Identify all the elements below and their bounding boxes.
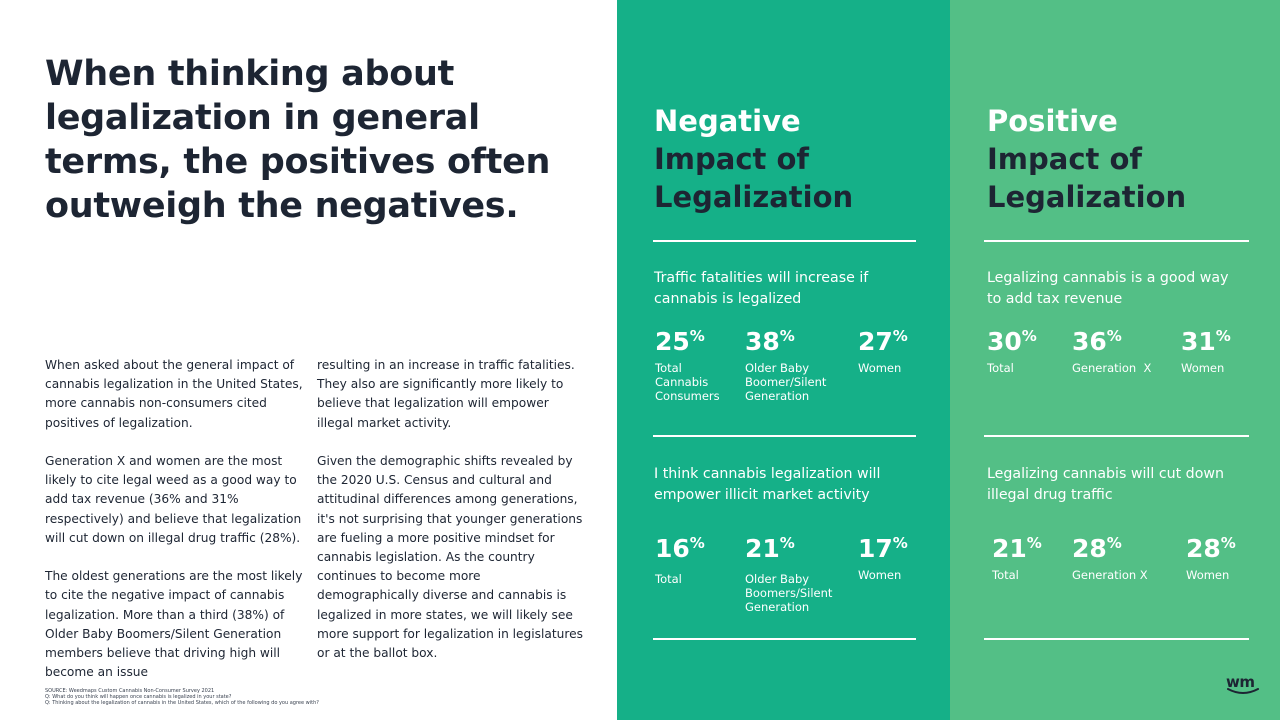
- stat-label: Generation X: [1072, 568, 1148, 582]
- stat-label: Older Baby Boomer/Silent Generation: [745, 361, 827, 403]
- body-paragraph: When asked about the general impact of c…: [45, 358, 303, 430]
- stat-block: 36% Generation X: [1072, 327, 1172, 375]
- divider: [653, 240, 916, 242]
- body-paragraph: Generation X and women are the most like…: [45, 454, 302, 545]
- panel-title-line: Negative: [654, 104, 801, 138]
- smile-icon: [1227, 688, 1259, 694]
- left-column: When thinking about legalization in gene…: [0, 0, 617, 720]
- source-line: SOURCE: Weedmaps Custom Cannabis Non-Con…: [45, 688, 215, 694]
- stat-block: 21% Total: [992, 534, 1072, 582]
- source-line: Q: Thinking about the legalization of ca…: [45, 700, 319, 706]
- body-paragraph: resulting in an increase in traffic fata…: [317, 358, 575, 430]
- stat-value: 21%: [992, 534, 1042, 563]
- stat-value: 28%: [1072, 534, 1122, 563]
- stat-label: Older Baby Boomers/Silent Generation: [745, 572, 833, 614]
- source-note: SOURCE: Weedmaps Custom Cannabis Non-Con…: [45, 688, 319, 706]
- divider: [653, 435, 916, 437]
- divider: [984, 435, 1249, 437]
- logo-text: wm: [1226, 673, 1255, 691]
- stat-value: 27%: [858, 327, 908, 356]
- stat-block: 25% Total Cannabis Consumers: [655, 327, 735, 403]
- stat-label: Total Cannabis Consumers: [655, 361, 720, 403]
- body-paragraph: The oldest generations are the most like…: [45, 569, 303, 680]
- negative-impact-panel: Negative Impact of Legalization Traffic …: [617, 0, 950, 720]
- stat-value: 30%: [987, 327, 1037, 356]
- stat-value: 28%: [1186, 534, 1236, 563]
- stat-value: 21%: [745, 534, 795, 563]
- stat-value: 36%: [1072, 327, 1122, 356]
- body-column-2: resulting in an increase in traffic fata…: [317, 356, 585, 682]
- stat-label: Generation X: [1072, 361, 1152, 375]
- stat-block: 31% Women: [1181, 327, 1261, 375]
- stat-label: Total: [655, 572, 682, 586]
- divider: [653, 638, 916, 640]
- positive-impact-panel: Positive Impact of Legalization Legalizi…: [950, 0, 1280, 720]
- body-column-1: When asked about the general impact of c…: [45, 356, 307, 702]
- stat-block: 28% Women: [1186, 534, 1266, 582]
- panel-title-line: Legalization: [987, 180, 1187, 214]
- stat-block: 17% Women: [858, 534, 938, 582]
- source-line: Q: What do you think will happen once ca…: [45, 694, 232, 700]
- negative-panel-title: Negative Impact of Legalization: [654, 102, 853, 216]
- panel-title-line: Legalization: [654, 180, 854, 214]
- stat-block: 21% Older Baby Boomers/Silent Generation: [745, 534, 845, 614]
- headline: When thinking about legalization in gene…: [45, 54, 551, 226]
- stat-value: 38%: [745, 327, 795, 356]
- stat-block: 38% Older Baby Boomer/Silent Generation: [745, 327, 845, 403]
- panel-title-line: Impact of: [987, 142, 1143, 176]
- stat-block: 28% Generation X: [1072, 534, 1172, 582]
- body-paragraph: Given the demographic shifts revealed by…: [317, 454, 583, 661]
- divider: [984, 240, 1249, 242]
- stat-value: 17%: [858, 534, 908, 563]
- negative-question-1: Traffic fatalities will increase if cann…: [654, 270, 869, 307]
- panel-title-line: Positive: [987, 104, 1118, 138]
- stat-value: 16%: [655, 534, 705, 563]
- stat-label: Women: [1181, 361, 1225, 375]
- positive-panel-title: Positive Impact of Legalization: [987, 102, 1186, 216]
- positive-question-1: Legalizing cannabis is a good way to add…: [987, 270, 1229, 307]
- stat-value: 25%: [655, 327, 705, 356]
- stat-block: 16% Total: [655, 534, 735, 586]
- divider: [984, 638, 1249, 640]
- stat-block: 30% Total: [987, 327, 1067, 375]
- stat-label: Total: [987, 361, 1014, 375]
- positive-question-2: Legalizing cannabis will cut down illega…: [987, 466, 1224, 503]
- weedmaps-logo: wm: [1226, 672, 1266, 696]
- stat-value: 31%: [1181, 327, 1231, 356]
- stat-label: Total: [992, 568, 1019, 582]
- stat-block: 27% Women: [858, 327, 938, 375]
- panel-title-line: Impact of: [654, 142, 810, 176]
- stat-label: Women: [858, 361, 902, 375]
- stat-label: Women: [858, 568, 902, 582]
- negative-question-2: I think cannabis legalization will empow…: [654, 466, 881, 503]
- stat-label: Women: [1186, 568, 1230, 582]
